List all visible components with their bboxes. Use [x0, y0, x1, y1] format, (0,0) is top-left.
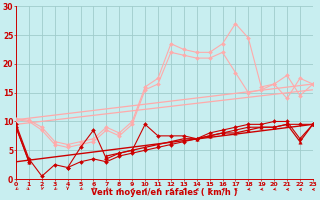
- X-axis label: Vent moyen/en rafales ( km/h ): Vent moyen/en rafales ( km/h ): [91, 188, 238, 197]
